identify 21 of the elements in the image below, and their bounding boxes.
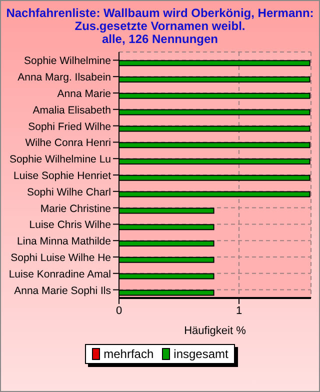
y-tick-label: Anna Marie Sophi Ils — [14, 284, 111, 297]
x-tick-label: 0 — [116, 304, 122, 317]
legend-label: insgesamt — [172, 347, 228, 361]
y-tick-label: Anna Marie — [57, 88, 112, 100]
x-axis-title: Häufigkeit % — [184, 325, 246, 337]
y-tick-label: Luise Sophie Henriet — [14, 170, 112, 182]
y-tick-label: Marie Christine — [40, 202, 112, 215]
y-tick-label: Sophie Wilhelmine — [24, 55, 112, 68]
legend-label: mehrfach — [102, 347, 154, 361]
y-tick-label: Luise Chris Wilhe — [29, 219, 112, 232]
y-tick-label: Sophie Wilhelmine Lu — [9, 154, 112, 166]
y-tick-label: Amalia Elisabeth — [32, 104, 112, 116]
y-tick-label: Sophi Wilhe Charl — [26, 186, 111, 198]
y-tick-label: Wilhe Conra Henri — [25, 137, 111, 150]
y-tick-label: Sophi Fried Wilhe — [28, 120, 112, 133]
chart-title: Nachfahrenliste: Wallbaum wird Oberkönig, Hermann: Zus.gesetzte Vornamen weibl. alle, 126 Nennungen — [5, 6, 315, 46]
x-tick-label: 1 — [236, 304, 242, 317]
y-tick-label: Lina Minna Mathilde — [17, 236, 112, 248]
y-tick-label: Anna Marg. Ilsabein — [18, 72, 112, 84]
y-tick-label: Luise Konradine Amal — [8, 268, 111, 280]
y-tick-label: Sophi Luise Wilhe He — [10, 252, 112, 264]
